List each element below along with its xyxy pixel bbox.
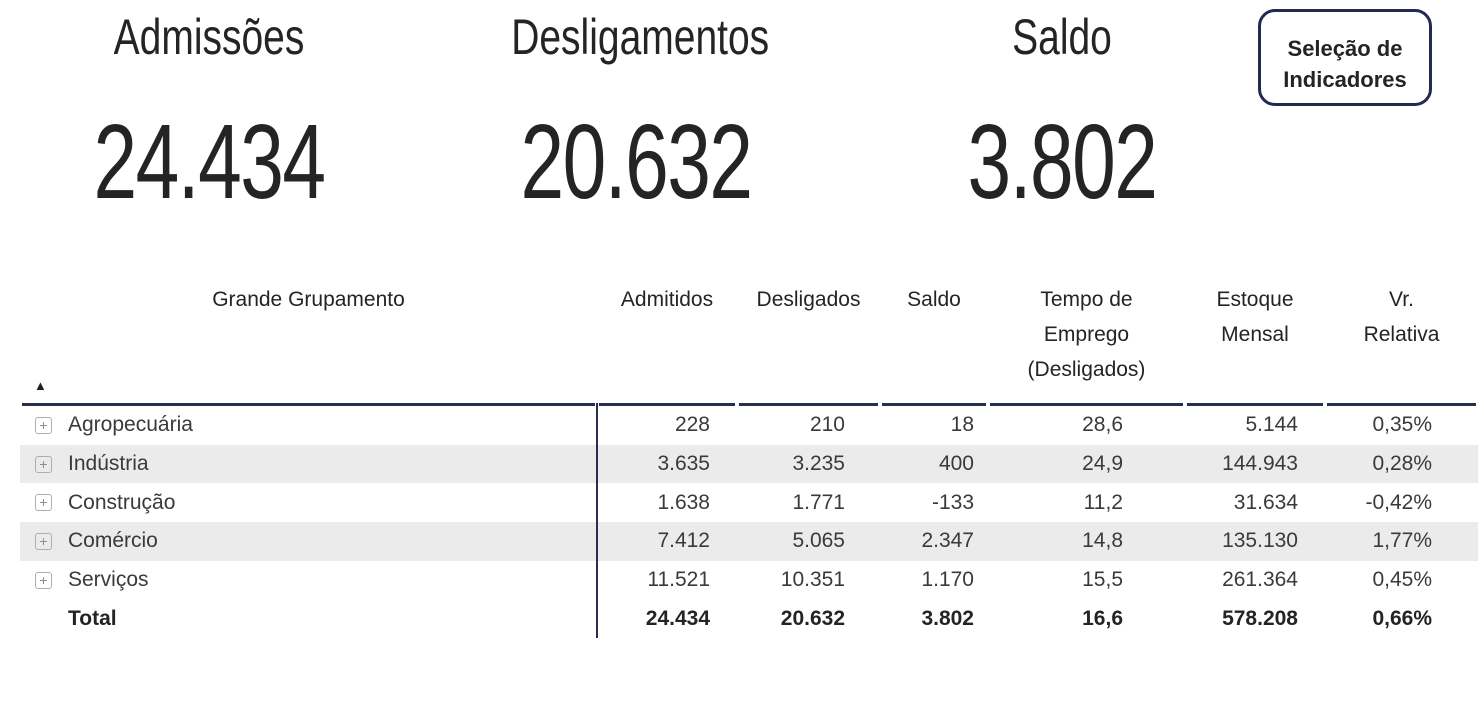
cell-vr-relativa: 1,77% [1372, 529, 1432, 553]
kpi-value-admissoes: 24.434 [93, 103, 326, 221]
kpi-label-desligamentos: Desligamentos [511, 9, 770, 65]
header-separator [20, 403, 1478, 406]
cell-estoque: 5.144 [1245, 413, 1298, 437]
table-row-construcao[interactable]: + Construção 1.638 1.771 -133 11,2 31.63… [20, 483, 1478, 522]
cell-admitidos: 7.412 [657, 529, 710, 553]
cell-estoque: 135.130 [1222, 529, 1298, 553]
expand-icon[interactable]: + [35, 455, 52, 473]
cell-admitidos: 1.638 [657, 490, 710, 514]
total-label: Total [68, 606, 117, 630]
grande-grupamento-table: Grande Grupamento Admitidos Desligados S… [20, 270, 1478, 638]
matrix-visual: ▲ Grande Grupamento Admitidos Desligados… [20, 270, 1478, 638]
kpi-card-desligamentos: Desligamentos 20.632 [476, 0, 796, 223]
total-admitidos: 24.434 [645, 606, 710, 630]
total-estoque: 578.208 [1222, 606, 1298, 630]
expand-icon[interactable]: + [35, 532, 52, 550]
total-vr-relativa: 0,66% [1372, 606, 1432, 630]
kpi-value-desligamentos: 20.632 [520, 103, 753, 221]
total-tempo: 16,6 [1082, 606, 1123, 630]
kpi-value-saldo: 3.802 [967, 103, 1158, 221]
table-row-total: Total 24.434 20.632 3.802 16,6 578.208 0… [20, 599, 1478, 638]
cell-vr-relativa: -0,42% [1365, 490, 1432, 514]
cell-tempo: 28,6 [1082, 413, 1123, 437]
row-label: Indústria [68, 452, 149, 476]
cell-vr-relativa: 0,28% [1372, 452, 1432, 476]
row-label: Agropecuária [68, 413, 193, 437]
expand-icon[interactable]: + [35, 416, 52, 434]
column-header-saldo[interactable]: Saldo [907, 288, 961, 311]
column-header-admitidos[interactable]: Admitidos [620, 288, 714, 311]
cell-saldo: 18 [950, 413, 974, 437]
cell-tempo: 11,2 [1083, 490, 1123, 514]
column-header-grande-grupamento[interactable]: Grande Grupamento [212, 288, 405, 311]
cell-saldo: 2.347 [921, 529, 974, 553]
row-label: Construção [68, 490, 176, 514]
expand-icon[interactable]: + [35, 571, 52, 589]
cell-saldo: -133 [931, 490, 974, 514]
cell-vr-relativa: 0,45% [1372, 568, 1432, 592]
column-divider-line [596, 403, 598, 638]
cell-admitidos: 3.635 [657, 452, 710, 476]
cell-desligados: 10.351 [780, 568, 845, 592]
kpi-card-saldo: Saldo 3.802 [902, 0, 1222, 223]
selecao-de-indicadores-button[interactable]: Seleção de Indicadores [1258, 9, 1432, 106]
kpi-label-saldo: Saldo [1012, 9, 1112, 65]
row-label: Comércio [68, 529, 158, 553]
column-header-vr-relativa[interactable]: Vr. Relativa [1363, 288, 1440, 346]
cell-admitidos: 228 [674, 413, 710, 437]
cell-admitidos: 11.521 [647, 568, 710, 592]
cell-estoque: 144.943 [1222, 452, 1298, 476]
expand-icon[interactable]: + [35, 494, 52, 512]
cell-vr-relativa: 0,35% [1372, 413, 1432, 437]
cell-estoque: 31.634 [1233, 490, 1298, 514]
column-header-tempo-de-emprego[interactable]: Tempo de Emprego (Desligados) [1027, 288, 1146, 381]
total-saldo: 3.802 [921, 606, 974, 630]
column-header-desligados[interactable]: Desligados [756, 288, 861, 311]
cell-estoque: 261.364 [1222, 568, 1298, 592]
cell-tempo: 15,5 [1082, 568, 1123, 592]
sort-ascending-icon[interactable]: ▲ [34, 378, 47, 393]
cell-saldo: 1.170 [921, 568, 974, 592]
cell-desligados: 5.065 [792, 529, 845, 553]
kpi-label-admissoes: Admissões [113, 9, 305, 65]
table-row-agropecuaria[interactable]: + Agropecuária 228 210 18 28,6 5.144 0,3… [20, 406, 1478, 445]
table-row-industria[interactable]: + Indústria 3.635 3.235 400 24,9 144.943… [20, 444, 1478, 484]
cell-saldo: 400 [938, 452, 974, 476]
cell-desligados: 3.235 [792, 452, 845, 476]
cell-tempo: 14,8 [1082, 529, 1123, 553]
cell-desligados: 210 [809, 413, 845, 437]
cell-tempo: 24,9 [1082, 452, 1123, 476]
kpi-card-admissoes: Admissões 24.434 [49, 0, 369, 223]
table-row-servicos[interactable]: + Serviços 11.521 10.351 1.170 15,5 261.… [20, 561, 1478, 600]
table-header-row: Grande Grupamento Admitidos Desligados S… [20, 270, 1478, 403]
total-desligados: 20.632 [780, 606, 845, 630]
cell-desligados: 1.771 [792, 490, 845, 514]
column-header-estoque-mensal[interactable]: Estoque Mensal [1216, 288, 1294, 346]
table-row-comercio[interactable]: + Comércio 7.412 5.065 2.347 14,8 135.13… [20, 522, 1478, 561]
row-label: Serviços [68, 568, 149, 592]
